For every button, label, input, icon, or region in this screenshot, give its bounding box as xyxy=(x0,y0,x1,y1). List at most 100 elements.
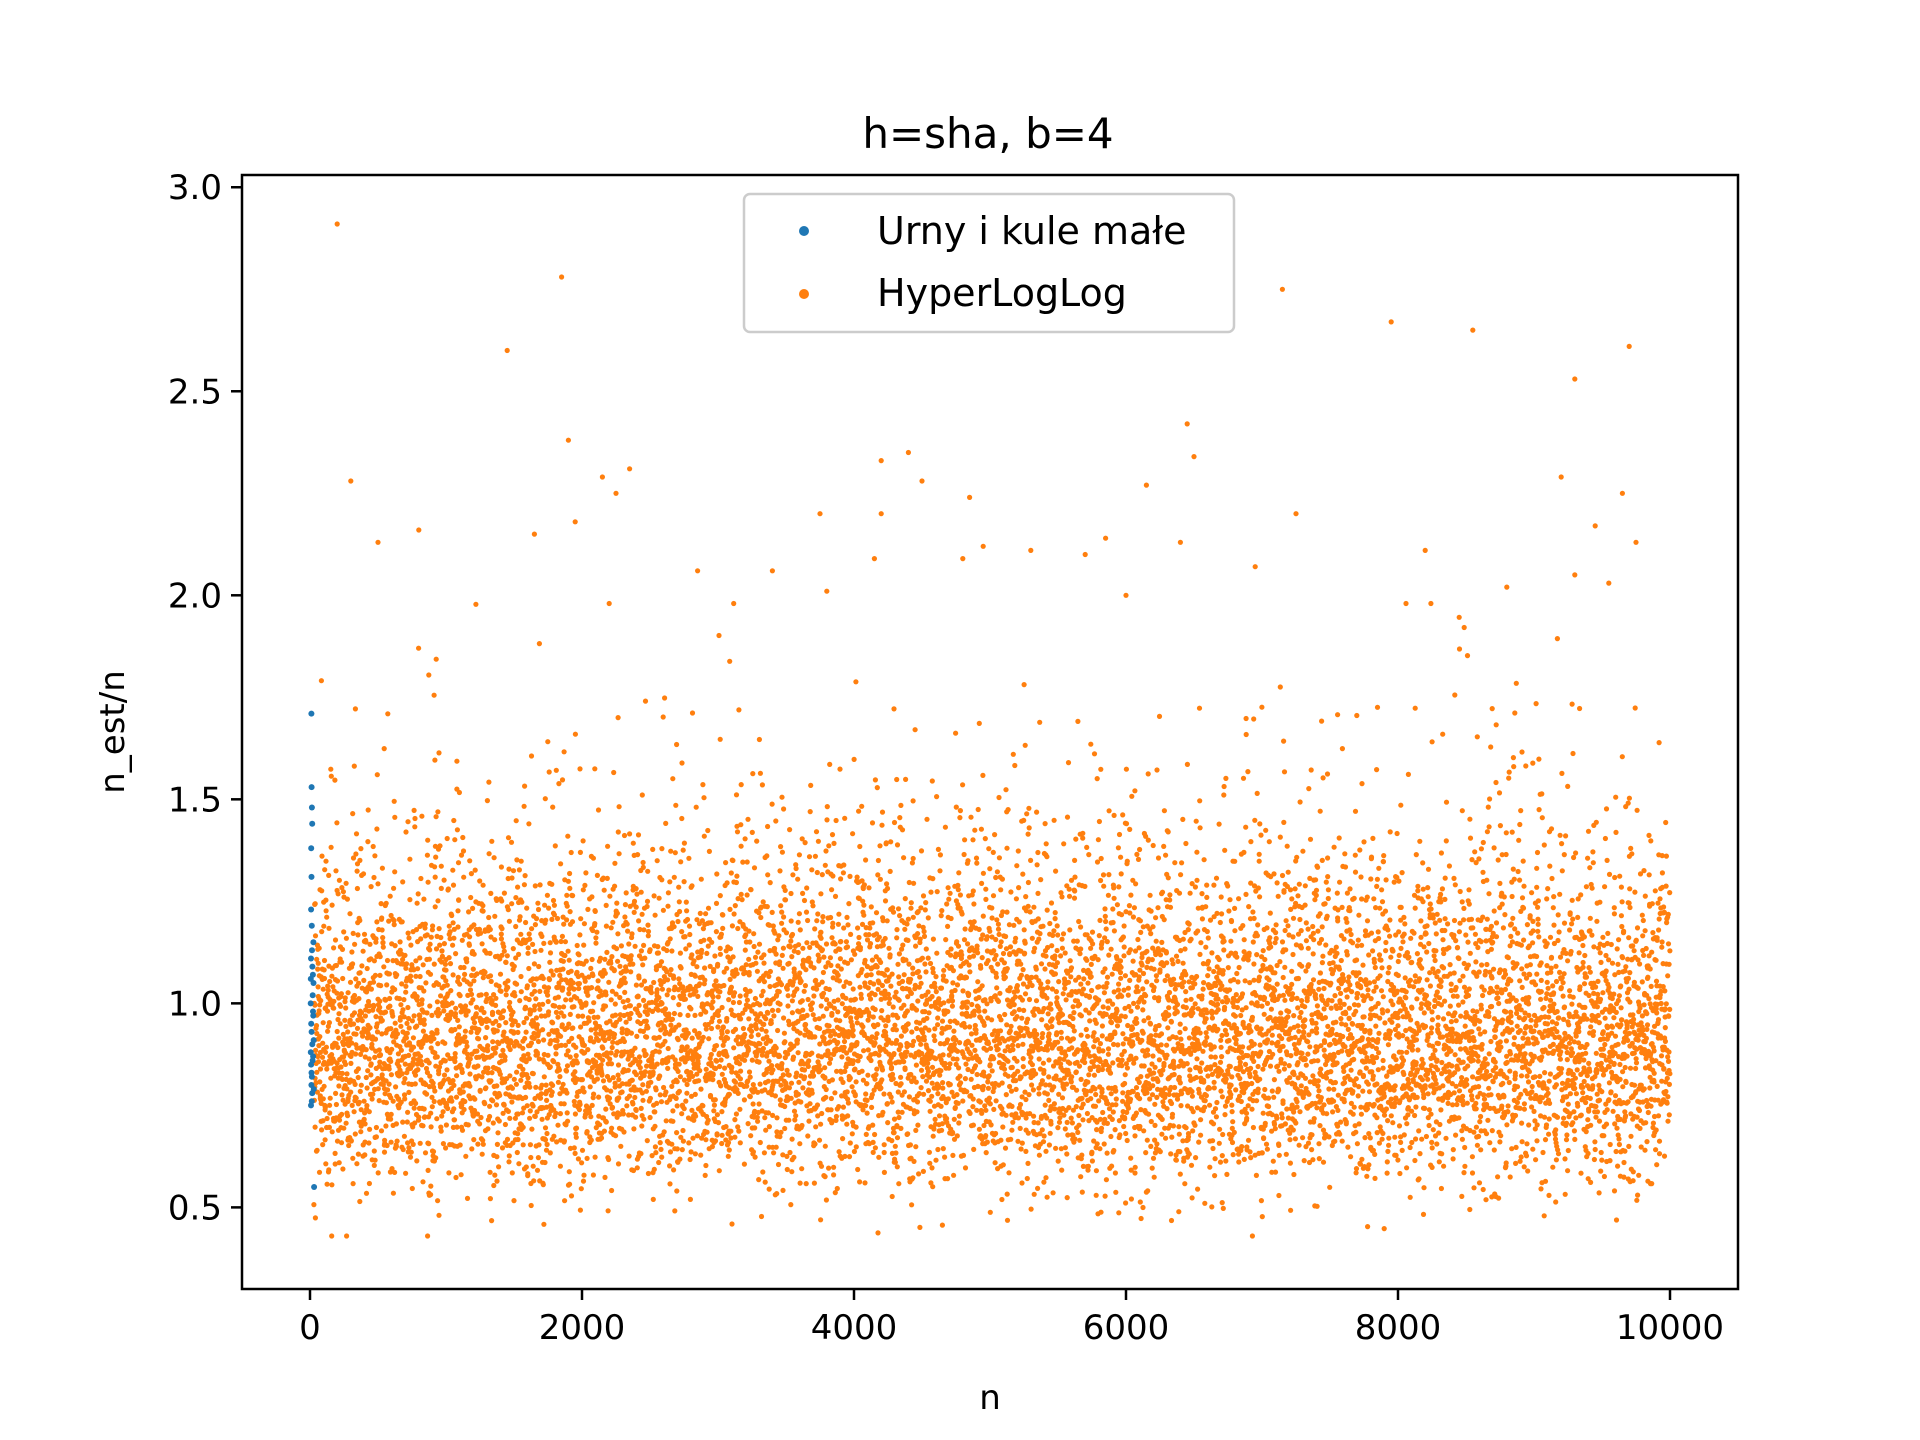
hyperloglog-point xyxy=(602,956,608,962)
hyperloglog-point xyxy=(499,926,505,932)
hyperloglog-point xyxy=(946,1024,953,1030)
hyperloglog-point xyxy=(512,1115,519,1121)
hyperloglog-point xyxy=(529,926,535,932)
hyperloglog-point xyxy=(324,1181,330,1187)
hyperloglog-point xyxy=(427,1073,433,1079)
hyperloglog-point xyxy=(551,912,558,918)
hyperloglog-point xyxy=(582,882,588,889)
hyperloglog-point xyxy=(866,932,872,938)
hyperloglog-point xyxy=(541,940,547,947)
hyperloglog-point xyxy=(820,1013,826,1019)
hyperloglog-point xyxy=(469,1146,475,1152)
hyperloglog-point xyxy=(684,1090,690,1096)
hyperloglog-point xyxy=(444,982,450,988)
hyperloglog-point xyxy=(795,876,801,882)
hyperloglog-point xyxy=(590,1008,596,1014)
hyperloglog-point xyxy=(329,1129,335,1135)
hyperloglog-point xyxy=(889,971,895,977)
hyperloglog-point xyxy=(512,993,518,999)
hyperloglog-point xyxy=(703,1026,709,1032)
hyperloglog-point xyxy=(526,965,532,972)
hyperloglog-point xyxy=(905,937,911,944)
hyperloglog-point xyxy=(873,910,880,916)
hyperloglog-point xyxy=(327,1110,333,1116)
hyperloglog-point xyxy=(405,1140,411,1146)
hyperloglog-point xyxy=(496,983,502,989)
hyperloglog-point xyxy=(611,769,617,776)
hyperloglog-point xyxy=(383,900,389,906)
hyperloglog-point xyxy=(653,1150,659,1156)
hyperloglog-point xyxy=(317,1066,324,1072)
hyperloglog-point xyxy=(689,883,695,889)
hyperloglog-point xyxy=(502,1054,508,1060)
hyperloglog-point xyxy=(870,1122,876,1128)
hyperloglog-point xyxy=(944,901,950,907)
hyperloglog-point xyxy=(914,1109,920,1115)
hyperloglog-point xyxy=(380,1082,386,1088)
hyperloglog-point xyxy=(887,952,893,958)
hyperloglog-point xyxy=(701,833,707,839)
hyperloglog-point xyxy=(779,920,785,926)
hyperloglog-point xyxy=(574,969,580,975)
hyperloglog-point xyxy=(534,1022,540,1028)
hyperloglog-point xyxy=(403,965,409,971)
hyperloglog-point xyxy=(552,843,558,849)
hyperloglog-point xyxy=(603,902,609,909)
hyperloglog-point xyxy=(462,1003,469,1009)
hyperloglog-point xyxy=(828,1107,834,1113)
hyperloglog-point xyxy=(468,991,475,998)
hyperloglog-point xyxy=(334,1060,340,1066)
hyperloglog-point xyxy=(870,1139,876,1145)
hyperloglog-point xyxy=(432,904,438,910)
hyperloglog-point xyxy=(989,915,995,921)
hyperloglog-point xyxy=(610,1075,616,1081)
hyperloglog-point xyxy=(766,973,772,980)
hyperloglog-point xyxy=(410,1044,417,1050)
hyperloglog-point xyxy=(746,1069,753,1075)
hyperloglog-point xyxy=(875,872,881,878)
hyperloglog-point xyxy=(788,938,794,944)
hyperloglog-point xyxy=(340,1166,346,1172)
hyperloglog-point xyxy=(368,1061,374,1067)
hyperloglog-point xyxy=(567,1181,573,1187)
hyperloglog-point xyxy=(406,1052,412,1058)
hyperloglog-point xyxy=(671,1167,677,1173)
hyperloglog-point xyxy=(595,1037,602,1043)
hyperloglog-point xyxy=(566,1169,572,1175)
hyperloglog-point xyxy=(859,803,865,809)
hyperloglog-point xyxy=(358,1010,365,1016)
hyperloglog-point xyxy=(761,952,767,958)
hyperloglog-point xyxy=(717,945,723,952)
hyperloglog-point xyxy=(709,939,715,945)
hyperloglog-point xyxy=(505,984,511,991)
hyperloglog-point xyxy=(602,1003,609,1009)
hyperloglog-point xyxy=(892,1022,898,1028)
hyperloglog-point xyxy=(324,1115,330,1122)
hyperloglog-point xyxy=(518,989,524,995)
hyperloglog-point xyxy=(779,1061,785,1067)
hyperloglog-point xyxy=(460,848,467,854)
hyperloglog-point xyxy=(970,888,976,894)
hyperloglog-point xyxy=(505,835,512,841)
hyperloglog-point xyxy=(938,1068,944,1074)
hyperloglog-point xyxy=(422,921,428,927)
hyperloglog-point xyxy=(400,1007,406,1013)
hyperloglog-point xyxy=(505,907,511,913)
hyperloglog-point xyxy=(338,1140,345,1146)
hyperloglog-point xyxy=(641,978,648,984)
hyperloglog-point xyxy=(822,862,828,868)
hyperloglog-point xyxy=(577,766,583,772)
hyperloglog-point xyxy=(970,1122,977,1128)
hyperloglog-point xyxy=(927,1160,933,1166)
hyperloglog-point xyxy=(321,975,328,982)
hyperloglog-point xyxy=(701,795,707,801)
hyperloglog-point xyxy=(604,875,610,882)
hyperloglog-point xyxy=(461,964,467,971)
hyperloglog-point xyxy=(667,1163,673,1169)
hyperloglog-point xyxy=(965,941,971,947)
hyperloglog-point xyxy=(617,963,623,969)
hyperloglog-point xyxy=(382,1091,388,1097)
hyperloglog-point xyxy=(811,965,817,971)
hyperloglog-point xyxy=(448,988,454,994)
hyperloglog-point xyxy=(930,1184,936,1190)
